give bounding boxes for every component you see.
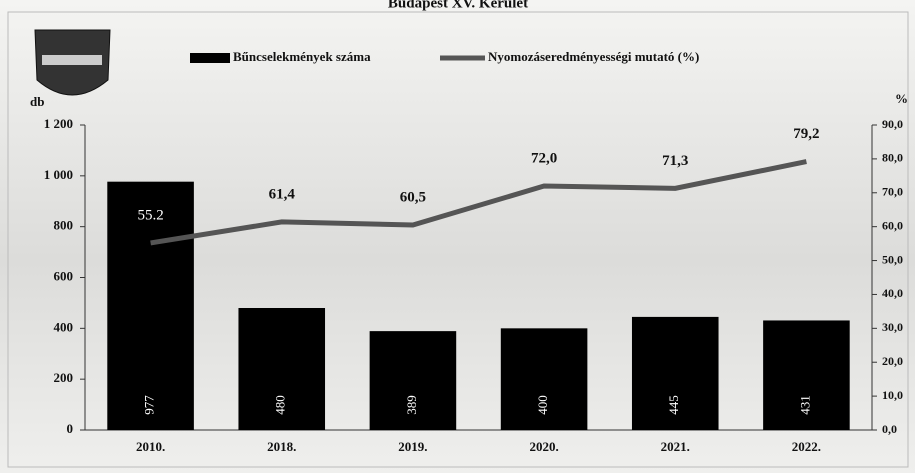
y2-axis-label: % — [895, 91, 908, 106]
chart-title: Budapest XV. Kerület — [388, 0, 528, 11]
logo — [34, 29, 111, 96]
y2-tick-label: 90,0 — [882, 117, 903, 131]
x-tick-label: 2021. — [661, 439, 690, 454]
line-value-label: 71,3 — [662, 153, 688, 169]
y-tick-label: 1 000 — [44, 167, 73, 182]
y2-tick-label: 20,0 — [882, 354, 903, 368]
x-tick-label: 2019. — [398, 439, 427, 454]
bar — [631, 316, 719, 430]
y2-tick-label: 60,0 — [882, 218, 903, 232]
bar — [238, 308, 326, 430]
y-tick-label: 800 — [54, 218, 74, 233]
y-tick-label: 600 — [54, 268, 74, 283]
bar-value-label: 400 — [535, 395, 550, 415]
y2-tick-label: 80,0 — [882, 151, 903, 165]
legend-label: Bűncselekmények száma — [233, 49, 371, 64]
bar — [369, 331, 457, 430]
y-axis-label: db — [30, 94, 44, 109]
bar-value-label: 445 — [666, 395, 681, 415]
x-tick-label: 2010. — [136, 439, 165, 454]
y-tick-label: 400 — [54, 319, 74, 334]
y-tick-label: 0 — [67, 421, 74, 436]
y-tick-label: 1 200 — [44, 116, 73, 131]
y-tick-label: 200 — [54, 370, 74, 385]
bar — [763, 320, 850, 430]
line-value-label: 61,4 — [269, 186, 296, 202]
line-value-label: 72,0 — [531, 150, 557, 166]
legend-label: Nyomozáseredményességi mutató (%) — [488, 49, 699, 64]
bar-value-label: 480 — [273, 395, 288, 415]
y2-tick-label: 30,0 — [882, 320, 903, 334]
y2-tick-label: 70,0 — [882, 185, 903, 199]
bar-value-label: 431 — [797, 395, 812, 415]
line — [150, 159, 807, 246]
y2-tick-label: 0,0 — [882, 422, 897, 436]
y2-tick-label: 50,0 — [882, 252, 903, 266]
bar — [500, 328, 588, 430]
x-tick-label: 2022. — [792, 439, 821, 454]
y2-tick-label: 40,0 — [882, 286, 903, 300]
frame — [7, 11, 909, 468]
legend-swatch — [190, 53, 230, 63]
bar — [107, 181, 194, 430]
line-value-label: 60,5 — [400, 189, 426, 205]
x-tick-label: 2020. — [529, 439, 558, 454]
line-value-label: 79,2 — [793, 126, 819, 142]
y2-tick-label: 10,0 — [882, 388, 903, 402]
bar-value-label: 389 — [404, 395, 419, 415]
x-tick-label: 2018. — [267, 439, 296, 454]
line-value-label: 55.2 — [137, 207, 163, 223]
bar-value-label: 977 — [142, 395, 157, 415]
